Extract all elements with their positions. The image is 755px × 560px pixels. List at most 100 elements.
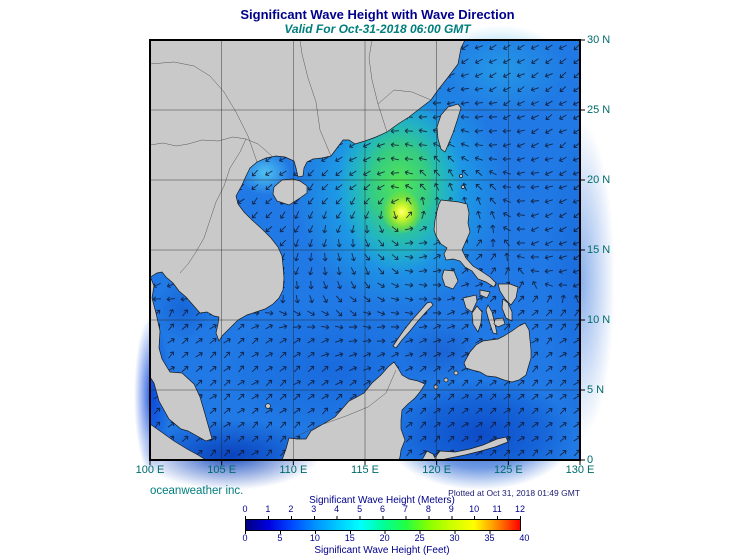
wave-direction-arrow [476,196,481,205]
wave-direction-arrow [322,407,328,415]
wave-direction-arrow [350,211,356,219]
wave-direction-arrow [544,142,553,148]
wave-direction-arrow [364,281,370,289]
wave-direction-arrow [488,156,498,162]
wave-direction-arrow [391,352,399,358]
wave-direction-arrow [530,254,540,260]
country-borders [149,39,432,440]
wave-direction-arrow [461,422,469,428]
wave-direction-arrow [391,296,400,302]
wave-direction-arrow [377,184,385,190]
wave-direction-arrow [153,407,161,415]
wave-direction-arrow [460,86,470,92]
wave-direction-arrow [559,71,567,79]
wave-direction-arrow [517,295,525,303]
wave-direction-arrow [503,323,511,331]
wave-direction-arrow [433,142,441,148]
wave-direction-arrow [517,380,525,386]
wave-direction-arrow [490,421,497,429]
wave-direction-arrow [390,170,400,176]
wave-direction-arrow [531,393,539,400]
wave-direction-arrow [237,449,245,456]
land-batanes-island [459,174,463,178]
wave-direction-arrow [517,86,525,92]
wave-direction-arrow [474,114,484,120]
wave-direction-arrow [532,351,539,359]
wave-direction-arrow [237,337,245,344]
wave-direction-arrow [559,142,567,149]
wave-direction-arrow [490,210,496,219]
wave-direction-arrow [322,252,328,262]
wave-direction-arrow [335,156,343,162]
wave-direction-arrow [265,211,273,219]
wave-direction-arrow [530,241,539,246]
land-mainland-asia [149,39,466,342]
legend-meter-ticks [245,516,522,519]
wave-direction-arrow [546,337,552,345]
wave-direction-arrow [363,366,372,371]
wave-direction-arrow [307,380,315,386]
wave-direction-arrow [294,239,299,248]
wave-direction-arrow [418,324,428,330]
wave-direction-arrow [378,267,385,275]
wave-direction-arrow [376,143,385,148]
wave-direction-arrow [544,156,553,162]
wave-direction-arrow [545,58,553,64]
wave-direction-arrow [321,197,329,205]
meters-tick-label: 0 [242,504,248,514]
wave-direction-arrow [530,157,539,162]
wave-direction-arrow [168,308,174,317]
wave-direction-arrow [560,294,566,304]
wave-direction-arrow [432,310,442,316]
wave-direction-arrow [391,226,399,232]
wave-direction-arrow [475,407,483,414]
wave-direction-arrow [251,352,259,358]
wave-direction-arrow [404,226,414,232]
wave-direction-arrow [293,365,301,373]
wave-direction-arrow [432,268,442,274]
wave-direction-arrow [433,393,441,400]
meters-tick-label: 9 [448,504,454,514]
wave-direction-arrow [461,379,469,387]
wave-direction-arrow [294,253,300,262]
legend-title-feet: Significant Wave Height (Feet) [314,545,450,556]
wave-direction-arrow [559,365,567,373]
wave-direction-arrow [516,73,525,78]
wave-direction-arrow [476,210,481,219]
wave-direction-arrow [348,324,358,330]
wave-direction-arrow [488,128,498,134]
wave-direction-arrow [209,394,217,400]
wave-direction-arrow [181,435,189,443]
wave-direction-arrow [558,44,567,50]
valid-time-subtitle: Valid For Oct-31-2018 06:00 GMT [284,22,471,36]
wave-direction-arrow [348,338,358,344]
wave-direction-arrow [181,337,189,345]
lon-tick-label: 130 E [565,464,595,476]
wave-direction-arrow [181,365,189,373]
wave-direction-arrow [265,156,273,162]
meters-tick-label: 7 [402,504,408,514]
wave-direction-arrow [447,296,456,302]
wave-direction-arrow [279,408,287,414]
wave-direction-arrow [448,407,455,415]
land-cebu [485,304,498,335]
wave-direction-arrow [558,255,567,260]
wave-direction-arrow [418,268,428,274]
wave-direction-arrow [420,210,426,219]
wave-direction-arrow [166,296,176,302]
wave-direction-arrow [545,352,553,358]
wave-direction-arrow [433,366,441,372]
wave-direction-arrow [432,296,442,302]
wave-direction-arrow [308,267,314,276]
wave-direction-arrow [265,352,273,358]
wave-direction-arrow [530,198,540,204]
wave-direction-arrow [195,365,203,373]
wave-direction-arrow [335,366,343,372]
lon-tick-label: 100 E [135,464,165,476]
wave-direction-arrow [419,226,427,232]
wave-direction-arrow [377,296,385,302]
land-malay-peninsula [149,275,213,442]
wave-direction-arrow [390,128,400,134]
wave-direction-arrow [419,436,427,442]
